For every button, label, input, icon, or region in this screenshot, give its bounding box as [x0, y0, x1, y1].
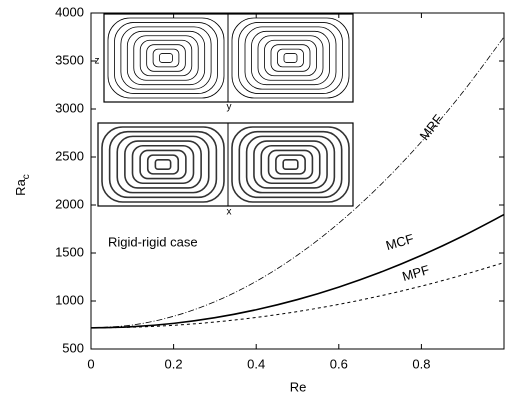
contour	[131, 144, 195, 185]
inset-contours	[97, 13, 354, 207]
contour	[154, 159, 172, 170]
y-tick-label: 3500	[55, 52, 84, 67]
contour	[231, 17, 350, 99]
contour	[267, 149, 314, 180]
y-tick-label: 1500	[55, 244, 84, 259]
contour	[253, 140, 328, 189]
inset-frame	[97, 122, 354, 207]
contour	[231, 126, 350, 203]
y-axis-label: Rac	[13, 174, 31, 196]
contour	[283, 53, 298, 63]
x-tick-label: 0	[87, 356, 94, 371]
contour	[264, 39, 317, 77]
x-axis-label: Re	[290, 379, 307, 394]
contour	[251, 30, 330, 86]
y-tick-label: 500	[62, 340, 84, 355]
contour	[275, 154, 306, 175]
contour	[139, 39, 193, 77]
annotation: x	[227, 207, 232, 218]
x-tick-label: 0.8	[412, 356, 430, 371]
contour	[146, 44, 186, 72]
contour	[277, 48, 304, 68]
y-axis-label-main: Ra	[13, 178, 28, 195]
contour	[101, 126, 225, 203]
y-tick-label: 3000	[55, 100, 84, 115]
line-series	[90, 213, 505, 329]
contour	[139, 149, 187, 180]
contour	[124, 140, 202, 189]
contour	[282, 159, 299, 170]
contour	[146, 154, 180, 175]
contour	[238, 22, 343, 94]
line-series	[90, 262, 505, 329]
contour	[133, 35, 199, 81]
y-axis-label-sub: c	[21, 174, 32, 179]
contour	[108, 130, 218, 199]
x-tick-label: 0.4	[247, 356, 265, 371]
contour	[260, 144, 321, 185]
annotation: z	[95, 56, 100, 67]
contour	[159, 53, 173, 63]
plot-frame	[90, 12, 505, 350]
contour	[120, 26, 212, 90]
y-tick-label: 4000	[55, 4, 84, 19]
annotation: MCF	[384, 231, 415, 253]
contour	[107, 17, 225, 99]
x-tick-label: 0.6	[330, 356, 348, 371]
annotation: Rigid-rigid case	[108, 234, 198, 249]
contour	[116, 135, 210, 194]
contour	[126, 30, 206, 86]
contour	[270, 44, 311, 72]
annotation: MPF	[400, 262, 431, 284]
contour	[152, 48, 180, 68]
contour	[244, 26, 337, 90]
contour	[245, 135, 336, 194]
contour	[257, 35, 324, 81]
contour	[238, 130, 343, 199]
y-tick-label: 2500	[55, 148, 84, 163]
x-tick-label: 0.2	[165, 356, 183, 371]
line-series	[90, 36, 505, 329]
contour	[114, 22, 218, 94]
annotation: MRF	[417, 112, 446, 143]
y-tick-label: 2000	[55, 196, 84, 211]
annotation: y	[227, 102, 232, 113]
y-tick-label: 1000	[55, 292, 84, 307]
